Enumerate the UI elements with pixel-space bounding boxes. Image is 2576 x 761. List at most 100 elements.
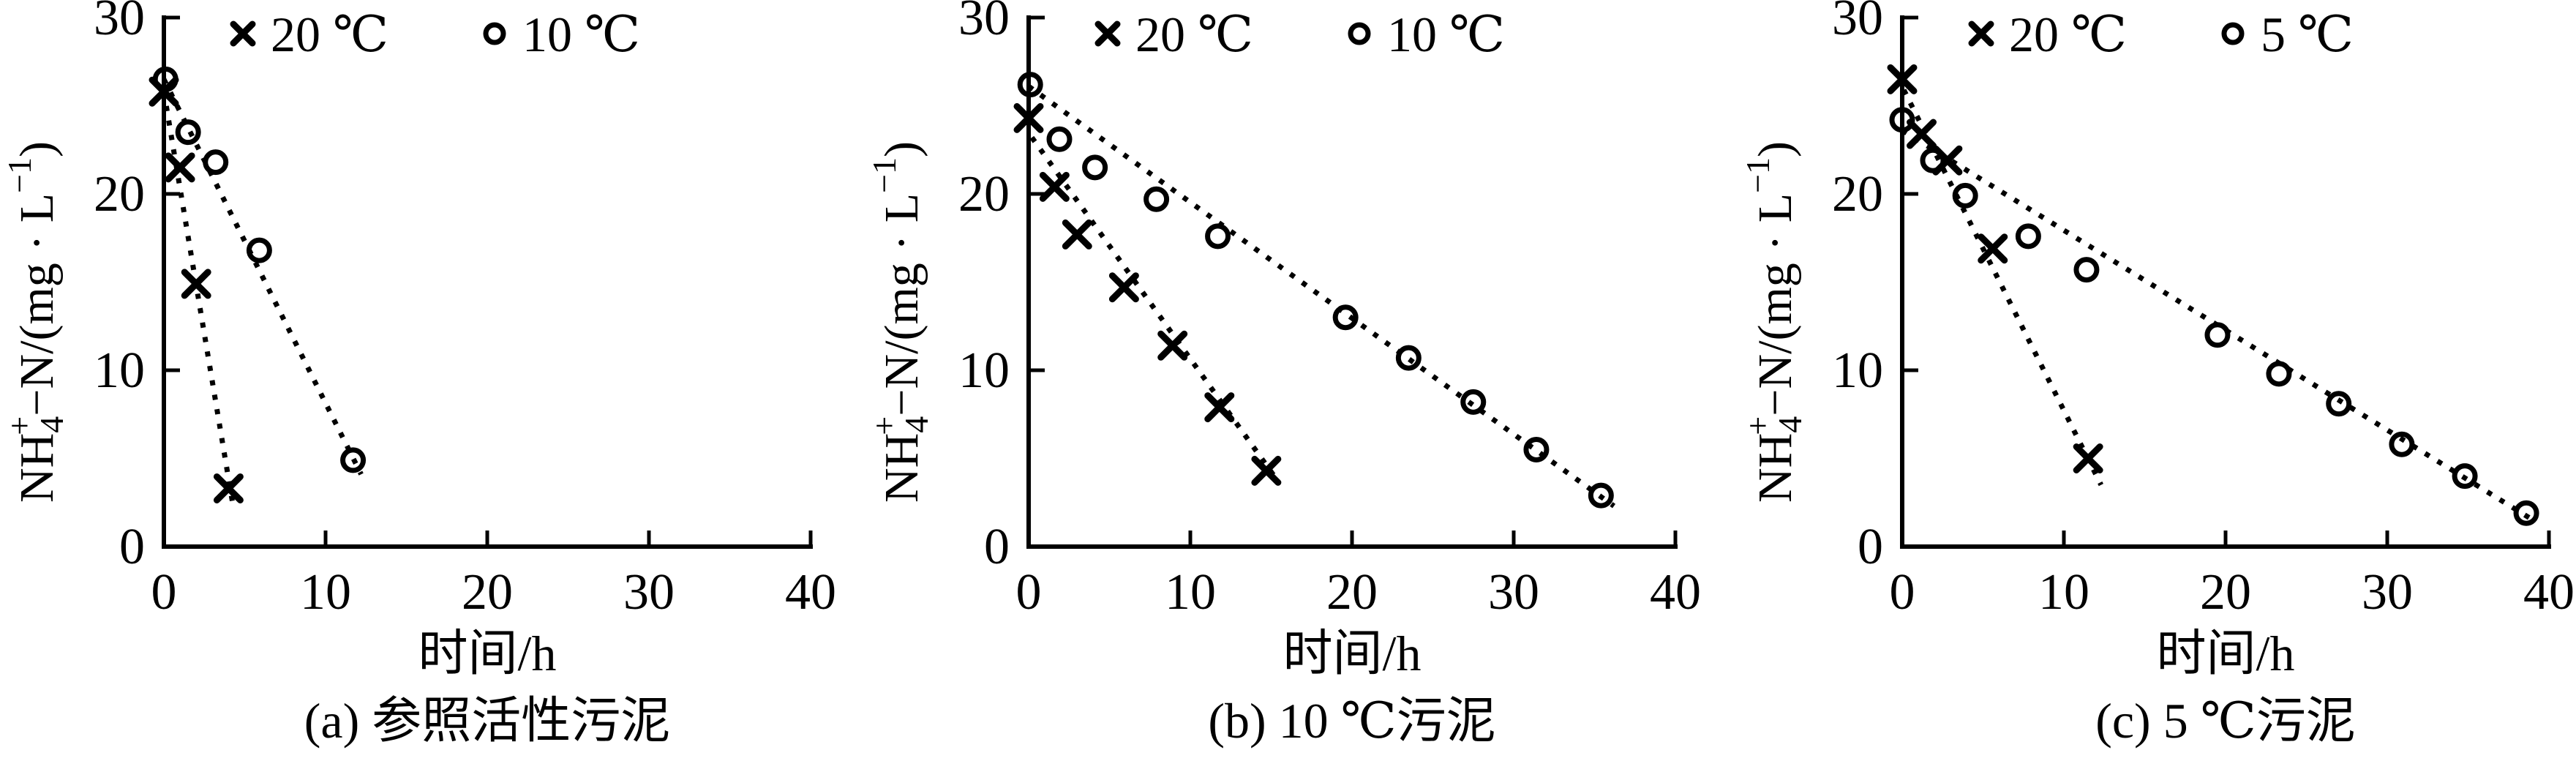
data-point-o-marker bbox=[1588, 482, 1614, 509]
series-o-cold bbox=[152, 66, 367, 476]
legend-x-marker-icon bbox=[1094, 20, 1121, 47]
trend-line bbox=[1026, 84, 1616, 509]
data-point-x-marker bbox=[1907, 119, 1937, 149]
trend-line bbox=[1029, 135, 1282, 485]
y-tick-label: 10 bbox=[958, 342, 1010, 399]
data-point-x-marker bbox=[1251, 455, 1282, 486]
x-tick-label: 30 bbox=[2362, 564, 2413, 621]
legend-label: 20 ℃ bbox=[271, 7, 388, 62]
x-tick-label: 40 bbox=[1650, 564, 1701, 621]
panel-a-plot: 0 10 20 30 0 10 20 30 40 NH4+−N/(mg · L−1) 20 ℃ 10 … bbox=[1, 0, 836, 621]
data-point-o-marker bbox=[1082, 154, 1108, 181]
data-point-o-marker bbox=[2326, 391, 2352, 417]
x-tick-label: 0 bbox=[1016, 564, 1042, 621]
data-point-o-marker bbox=[246, 237, 272, 263]
data-point-o-marker bbox=[2513, 500, 2539, 526]
data-point-o-marker bbox=[2015, 223, 2041, 250]
data-point-x-marker bbox=[1108, 272, 1139, 303]
x-tick-label: 30 bbox=[623, 564, 675, 621]
legend-label: 20 ℃ bbox=[1135, 7, 1253, 62]
x-tick-label: 40 bbox=[785, 564, 836, 621]
data-point-x-marker bbox=[213, 473, 244, 503]
data-point-x-marker bbox=[1887, 64, 1918, 94]
series-x-20c bbox=[149, 76, 244, 509]
series-o-cold bbox=[1889, 107, 2539, 526]
data-point-x-marker bbox=[1062, 219, 1092, 250]
legend-o-marker-icon bbox=[1348, 22, 1371, 45]
trend-line bbox=[161, 91, 236, 509]
panel-c-x-axis-label: 时间/h bbox=[2157, 626, 2295, 681]
x-tick-label: 0 bbox=[151, 564, 177, 621]
panel-c-caption: (c) 5 ℃污泥 bbox=[2095, 693, 2356, 749]
y-axis-label: NH4+−N/(mg · L−1) bbox=[1, 141, 70, 503]
data-point-o-marker bbox=[1952, 182, 1978, 209]
legend-x-marker-icon bbox=[230, 20, 256, 47]
panel-b-caption: (b) 10 ℃污泥 bbox=[1208, 693, 1495, 749]
x-tick-label: 10 bbox=[2038, 564, 2089, 621]
data-point-o-marker bbox=[1920, 147, 1946, 173]
data-point-o-marker bbox=[1046, 126, 1073, 152]
legend-label: 20 ℃ bbox=[2009, 7, 2127, 62]
data-point-o-marker bbox=[340, 447, 367, 473]
series-o-cold bbox=[1017, 72, 1616, 509]
panel-a-caption: (a) 参照活性污泥 bbox=[304, 693, 670, 749]
y-axis-label: NH4+−N/(mg · L−1) bbox=[865, 141, 935, 503]
data-point-o-marker bbox=[2452, 463, 2478, 490]
data-point-o-marker bbox=[1205, 223, 1231, 250]
data-point-o-marker bbox=[1889, 107, 1915, 133]
data-point-o-marker bbox=[1332, 304, 1359, 331]
data-point-x-marker bbox=[1204, 392, 1235, 423]
y-tick-label: 10 bbox=[1832, 342, 1883, 399]
data-point-o-marker bbox=[1017, 72, 1043, 98]
series-x-20c bbox=[1013, 102, 1282, 486]
panel-c: 0 10 20 30 0 10 20 30 40 NH4+−N/(mg · L−1) 20 ℃ 5 ℃… bbox=[1739, 0, 2575, 749]
y-tick-label: 0 bbox=[119, 519, 145, 575]
y-tick-label: 30 bbox=[958, 0, 1010, 46]
data-point-x-marker bbox=[1157, 330, 1188, 361]
y-tick-label: 20 bbox=[94, 166, 145, 222]
legend-label: 10 ℃ bbox=[1387, 7, 1505, 62]
y-axis-label: NH4+−N/(mg · L−1) bbox=[1739, 141, 1809, 503]
y-tick-label: 20 bbox=[958, 166, 1010, 222]
data-point-o-marker bbox=[1523, 436, 1550, 462]
axes bbox=[1900, 15, 2551, 549]
y-tick-label: 30 bbox=[1832, 0, 1883, 46]
x-tick-label: 40 bbox=[2523, 564, 2575, 621]
data-point-x-marker bbox=[1039, 171, 1070, 202]
y-tick-label: 0 bbox=[984, 519, 1010, 575]
data-point-o-marker bbox=[2389, 431, 2415, 457]
data-point-x-marker bbox=[165, 152, 195, 183]
x-tick-label: 0 bbox=[1890, 564, 1915, 621]
y-tick-label: 0 bbox=[1858, 519, 1883, 575]
data-point-x-marker bbox=[1013, 102, 1044, 133]
y-tick-label: 30 bbox=[94, 0, 145, 46]
data-point-o-marker bbox=[203, 149, 229, 176]
data-point-o-marker bbox=[2073, 257, 2100, 283]
data-point-x-marker bbox=[2073, 443, 2103, 473]
x-tick-label: 20 bbox=[1326, 564, 1378, 621]
panel-c-plot: 0 10 20 30 0 10 20 30 40 NH4+−N/(mg · L−1) 20 ℃ 5 ℃ bbox=[1739, 0, 2575, 621]
legend-x-marker-icon bbox=[1968, 20, 1994, 47]
x-tick-label: 10 bbox=[1165, 564, 1216, 621]
panel-b: 0 10 20 30 0 10 20 30 40 NH4+−N/(mg · L−1) 20 ℃ 10 … bbox=[865, 0, 1701, 749]
x-tick-label: 10 bbox=[300, 564, 351, 621]
y-tick-label: 10 bbox=[94, 342, 145, 399]
x-tick-label: 20 bbox=[2200, 564, 2251, 621]
data-point-x-marker bbox=[1978, 233, 2008, 264]
legend-o-marker-icon bbox=[483, 22, 506, 45]
legend-label: 5 ℃ bbox=[2261, 7, 2354, 62]
axes bbox=[162, 15, 813, 549]
data-point-o-marker bbox=[2204, 322, 2231, 348]
y-tick-label: 20 bbox=[1832, 166, 1883, 222]
data-point-o-marker bbox=[2266, 361, 2292, 387]
legend-o-marker-icon bbox=[2221, 22, 2245, 45]
data-point-x-marker bbox=[181, 269, 211, 299]
panel-a: 0 10 20 30 0 10 20 30 40 NH4+−N/(mg · L−1) 20 ℃ 10 … bbox=[1, 0, 836, 749]
data-point-o-marker bbox=[175, 119, 201, 146]
data-point-o-marker bbox=[1395, 345, 1422, 371]
legend-label: 10 ℃ bbox=[522, 7, 640, 62]
x-tick-label: 30 bbox=[1488, 564, 1539, 621]
x-tick-label: 20 bbox=[462, 564, 513, 621]
